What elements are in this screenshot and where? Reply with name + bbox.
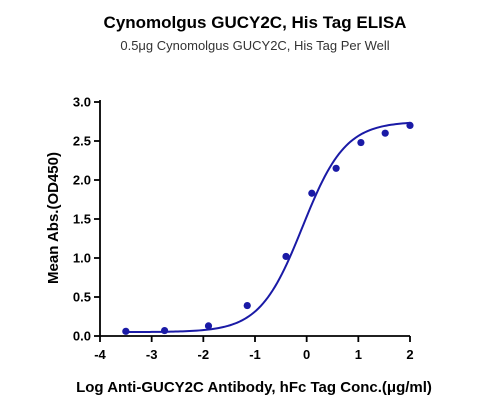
- fit-curve: [125, 121, 411, 334]
- x-tick-label: 2: [406, 347, 413, 362]
- x-tick-label: -1: [249, 347, 261, 362]
- y-ticks: 0.0 0.5 1.0 1.5 2.0 2.5 3.0: [73, 95, 100, 344]
- data-point: [357, 138, 365, 147]
- data-point: [308, 189, 316, 197]
- y-axis-label: Mean Abs.(OD450): [45, 152, 62, 284]
- data-point: [332, 164, 340, 172]
- chart-subtitle: 0.5μg Cynomolgus GUCY2C, His Tag Per Wel…: [120, 38, 389, 53]
- x-ticks: -4 -3 -2 -1 0 1 2: [94, 336, 414, 362]
- data-point: [381, 129, 389, 137]
- data-point: [282, 252, 290, 261]
- data-point: [243, 301, 251, 310]
- data-point: [160, 326, 169, 335]
- data-point: [406, 121, 414, 129]
- x-tick-label: -4: [94, 347, 106, 362]
- y-tick-label: 2.5: [73, 134, 91, 149]
- data-point: [122, 327, 130, 335]
- y-tick-label: 1.0: [73, 251, 91, 266]
- x-axis-label: Log Anti-GUCY2C Antibody, hFc Tag Conc.(…: [76, 379, 432, 396]
- x-tick-label: 0: [303, 347, 310, 362]
- chart-title: Cynomolgus GUCY2C, His Tag ELISA: [104, 13, 407, 32]
- y-tick-label: 2.0: [73, 173, 91, 188]
- x-tick-label: -2: [198, 347, 210, 362]
- y-tick-label: 0.0: [73, 329, 91, 344]
- x-tick-label: 1: [355, 347, 362, 362]
- data-point: [204, 322, 213, 330]
- x-tick-label: -3: [146, 347, 158, 362]
- axes: [99, 100, 410, 337]
- y-tick-label: 3.0: [73, 95, 91, 110]
- y-tick-label: 1.5: [73, 212, 91, 227]
- y-tick-label: 0.5: [73, 290, 91, 305]
- data-points: [122, 121, 414, 335]
